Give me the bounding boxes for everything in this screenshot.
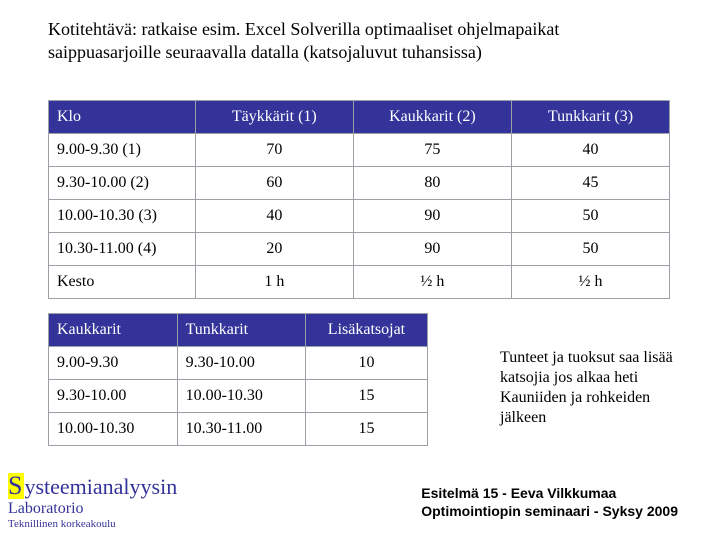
cell: 9.30-10.00 xyxy=(177,347,305,380)
brand-lab: Laboratorio xyxy=(8,500,177,518)
cell: 9.30-10.00 xyxy=(49,380,178,413)
slide: Kotitehtävä: ratkaise esim. Excel Solver… xyxy=(0,0,720,540)
cell: 15 xyxy=(305,413,427,446)
table-row: 10.00-10.30 (3) 40 90 50 xyxy=(49,200,670,233)
cell: 1 h xyxy=(195,266,353,299)
cell: ½ h xyxy=(511,266,669,299)
col-kaukkarit2: Kaukkarit xyxy=(49,314,178,347)
footer-left: Systeemianalyysin Laboratorio Teknilline… xyxy=(8,473,177,530)
table-row: 9.30-10.00 10.00-10.30 15 xyxy=(49,380,428,413)
col-lisakatsojat: Lisäkatsojat xyxy=(305,314,427,347)
col-kaukkarit: Kaukkarit (2) xyxy=(353,101,511,134)
cell: 15 xyxy=(305,380,427,413)
footer-line2: Optimointiopin seminaari - Syksy 2009 xyxy=(421,502,678,520)
cell: 45 xyxy=(511,167,669,200)
cell: 70 xyxy=(195,134,353,167)
cell: 40 xyxy=(195,200,353,233)
cell: Kesto xyxy=(49,266,196,299)
cell: 10.00-10.30 xyxy=(49,413,178,446)
cell: 9.30-10.00 (2) xyxy=(49,167,196,200)
cell: 10.30-11.00 xyxy=(177,413,305,446)
slide-heading: Kotitehtävä: ratkaise esim. Excel Solver… xyxy=(48,18,668,63)
cell: 60 xyxy=(195,167,353,200)
table-row: 10.30-11.00 (4) 20 90 50 xyxy=(49,233,670,266)
col-tunkkarit2: Tunkkarit xyxy=(177,314,305,347)
side-note: Tunteet ja tuoksut saa lisää katsojia jo… xyxy=(500,348,695,428)
cell: 90 xyxy=(353,233,511,266)
cell: 20 xyxy=(195,233,353,266)
cell: 9.00-9.30 xyxy=(49,347,178,380)
cell: 10.00-10.30 xyxy=(177,380,305,413)
schedule-table: Klo Täykkärit (1) Kaukkarit (2) Tunkkari… xyxy=(48,100,670,299)
cell: 9.00-9.30 (1) xyxy=(49,134,196,167)
table-row: 9.00-9.30 9.30-10.00 10 xyxy=(49,347,428,380)
col-taykkarit: Täykkärit (1) xyxy=(195,101,353,134)
cell: 40 xyxy=(511,134,669,167)
col-tunkkarit: Tunkkarit (3) xyxy=(511,101,669,134)
cell: 90 xyxy=(353,200,511,233)
brand-uni: Teknillinen korkeakoulu xyxy=(8,518,177,530)
table-row: 9.00-9.30 (1) 70 75 40 xyxy=(49,134,670,167)
footer-right: Esitelmä 15 - Eeva Vilkkumaa Optimointio… xyxy=(421,484,678,520)
cell: 80 xyxy=(353,167,511,200)
table-row: 9.30-10.00 (2) 60 80 45 xyxy=(49,167,670,200)
brand-rest: ysteemianalyysin xyxy=(24,474,177,499)
cell: 10.00-10.30 (3) xyxy=(49,200,196,233)
cell: 50 xyxy=(511,233,669,266)
table-header-row: Kaukkarit Tunkkarit Lisäkatsojat xyxy=(49,314,428,347)
col-klo: Klo xyxy=(49,101,196,134)
footer-line1: Esitelmä 15 - Eeva Vilkkumaa xyxy=(421,484,678,502)
cell: ½ h xyxy=(353,266,511,299)
cell: 75 xyxy=(353,134,511,167)
cell: 10 xyxy=(305,347,427,380)
bonus-viewers-table: Kaukkarit Tunkkarit Lisäkatsojat 9.00-9.… xyxy=(48,313,428,446)
table-row: Kesto 1 h ½ h ½ h xyxy=(49,266,670,299)
cell: 10.30-11.00 (4) xyxy=(49,233,196,266)
cell: 50 xyxy=(511,200,669,233)
table-header-row: Klo Täykkärit (1) Kaukkarit (2) Tunkkari… xyxy=(49,101,670,134)
brand-initial: S xyxy=(8,473,24,499)
table-row: 10.00-10.30 10.30-11.00 15 xyxy=(49,413,428,446)
